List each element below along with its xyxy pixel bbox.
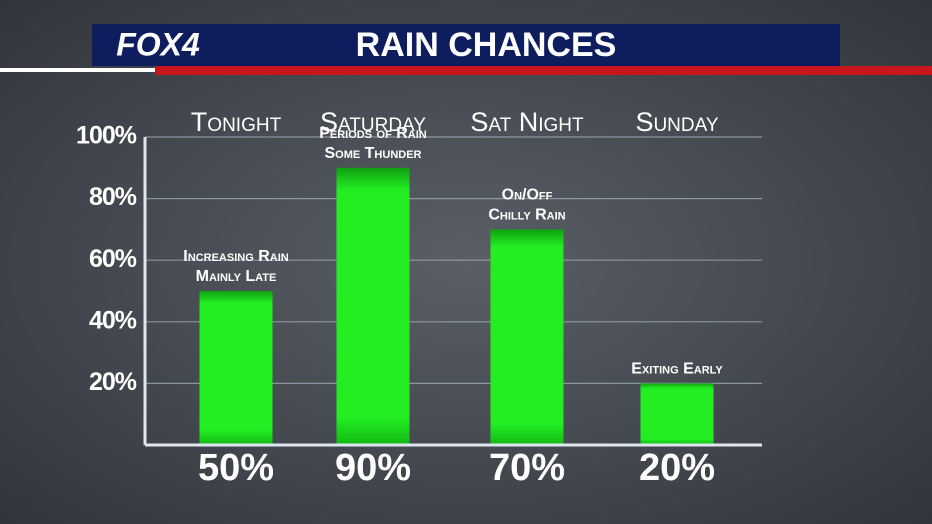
bar <box>490 229 564 445</box>
header-rule <box>0 68 155 72</box>
logo: FOX4 <box>116 26 200 62</box>
annotation: Periods of Rain <box>319 125 427 142</box>
header-bar <box>92 24 840 66</box>
bar <box>336 167 410 446</box>
chart-title: Rain Chances <box>356 26 617 64</box>
value-label: 50% <box>198 447 274 489</box>
y-tick-label: 20% <box>89 368 137 396</box>
annotation: On/Off <box>502 187 553 204</box>
annotation: Increasing Rain <box>183 248 288 265</box>
annotation: Mainly Late <box>196 268 277 285</box>
annotation: Some Thunder <box>324 145 421 162</box>
annotation: Chilly Rain <box>488 207 565 224</box>
x-tick-label: Saturday <box>320 107 426 137</box>
value-label: 70% <box>489 447 565 489</box>
y-tick-label: 80% <box>89 183 137 211</box>
annotation: Exiting Early <box>631 361 723 378</box>
header-rule <box>155 66 932 75</box>
value-label: 20% <box>639 447 715 489</box>
x-tick-label: Sunday <box>635 107 718 137</box>
x-tick-label: Sat Night <box>470 107 584 137</box>
value-label: 90% <box>335 447 411 489</box>
y-tick-label: 60% <box>89 245 137 273</box>
bar <box>640 383 714 445</box>
x-tick-label: Tonight <box>191 107 282 137</box>
bar <box>199 291 273 445</box>
y-tick-label: 40% <box>89 306 137 334</box>
y-tick-label: 100% <box>76 122 137 150</box>
